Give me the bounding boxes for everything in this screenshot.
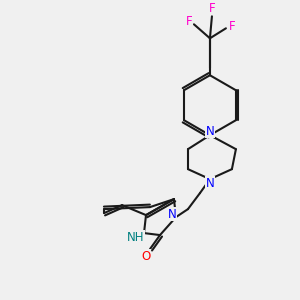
- Text: O: O: [141, 250, 151, 262]
- Text: F: F: [229, 20, 235, 33]
- Text: NH: NH: [127, 231, 145, 244]
- Text: F: F: [208, 2, 215, 15]
- Text: N: N: [206, 177, 214, 190]
- Text: F: F: [186, 15, 192, 28]
- Text: N: N: [206, 125, 214, 138]
- Text: N: N: [168, 208, 176, 220]
